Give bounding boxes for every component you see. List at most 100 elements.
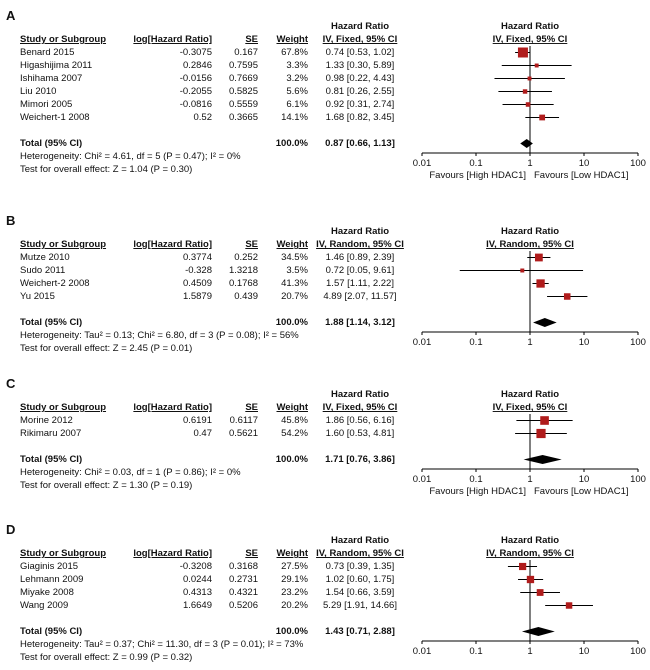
study-ci: 1.60 [0.53, 4.81]	[325, 428, 395, 439]
study-row: Rikimaru 2007 0.47 0.5621 54.2% 1.60 [0.53, …	[20, 427, 412, 440]
overall-effect-note: Test for overall effect: Z = 1.30 (P = 0…	[20, 480, 193, 491]
study-log-hr: -0.328	[185, 265, 212, 276]
spacer-row	[20, 124, 412, 137]
study-weight: 34.5%	[281, 252, 308, 263]
study-log-hr: -0.0156	[179, 73, 212, 84]
study-log-hr: 1.5879	[182, 291, 212, 302]
study-name: Wang 2009	[20, 600, 69, 611]
study-ci: 1.46 [0.89, 2.39]	[325, 252, 395, 263]
header-spacer	[212, 225, 258, 238]
total-diamond	[523, 455, 562, 464]
effect-label: Hazard Ratio	[330, 389, 390, 400]
effect-label: Hazard Ratio	[330, 535, 390, 546]
x-axis-tick-label: 100	[630, 158, 646, 169]
study-log-hr: 0.6191	[182, 415, 212, 426]
column-header-label: IV, Random, 95% CI	[316, 239, 404, 250]
x-axis-tick-label: 1	[527, 646, 532, 657]
column-header-label: Study or Subgroup	[20, 34, 107, 45]
total-spacer	[212, 453, 258, 466]
study-log-hr: 0.52	[193, 112, 213, 123]
study-name: Morine 2012	[20, 415, 73, 426]
favours-left-label: Favours [High HDAC1]	[429, 170, 526, 181]
column-header: log[Hazard Ratio]	[126, 33, 212, 46]
header-spacer	[212, 20, 258, 33]
study-name: Lehmann 2009	[20, 574, 84, 585]
study-ci: 0.74 [0.53, 1.02]	[325, 47, 395, 58]
column-header: IV, Fixed, 95% CI	[308, 33, 412, 46]
study-name: Benard 2015	[20, 47, 75, 58]
study-name: Liu 2010	[20, 86, 57, 97]
column-header-label: Weight	[276, 548, 309, 559]
column-header-label: SE	[245, 402, 258, 413]
study-log-hr: 0.4313	[182, 587, 212, 598]
table-header-columns-row: Study or Subgroup log[Hazard Ratio] SE Weig…	[20, 238, 412, 251]
spacer-row	[20, 303, 412, 316]
column-header: SE	[212, 238, 258, 251]
heterogeneity-note: Heterogeneity: Chi² = 4.61, df = 5 (P = …	[20, 151, 241, 162]
effect-marker	[536, 428, 546, 439]
effect-marker	[526, 575, 535, 584]
study-log-hr: 0.2846	[182, 60, 212, 71]
study-name: Rikimaru 2007	[20, 428, 82, 439]
plot-model-label: IV, Fixed, 95% CI	[493, 402, 568, 413]
study-weight: 3.3%	[286, 60, 308, 71]
plot-model-label: IV, Random, 95% CI	[486, 239, 574, 250]
study-ci: 1.86 [0.56, 6.16]	[325, 415, 395, 426]
study-se: 0.1768	[228, 278, 258, 289]
x-axis-tick-label: 10	[579, 337, 590, 348]
total-weight: 100.0%	[275, 626, 308, 637]
study-row: Mimori 2005 -0.0816 0.5559 6.1% 0.92 [0.31, …	[20, 98, 412, 111]
effect-marker	[522, 89, 528, 94]
study-se: 0.2731	[228, 574, 258, 585]
x-axis-tick-label: 0.01	[413, 337, 432, 348]
total-spacer	[126, 137, 212, 150]
study-row: Yu 2015 1.5879 0.439 20.7% 4.89 [2.07, 11.57…	[20, 290, 412, 303]
header-spacer	[212, 388, 258, 401]
table-header-effect-row: Hazard Ratio	[20, 388, 412, 401]
study-weight: 41.3%	[281, 278, 308, 289]
study-row: Higashijima 2011 0.2846 0.7595 3.3% 1.33 [0.…	[20, 59, 412, 72]
column-header-label: SE	[245, 34, 258, 45]
effect-marker	[563, 293, 571, 300]
total-spacer	[126, 316, 212, 329]
column-header: Study or Subgroup	[20, 401, 126, 414]
header-spacer	[126, 388, 212, 401]
study-se: 0.5559	[228, 99, 258, 110]
study-name: Weichert-2 2008	[20, 278, 90, 289]
x-axis-tick-label: 0.01	[413, 474, 432, 485]
x-axis-tick-label: 10	[579, 474, 590, 485]
spacer-row	[20, 440, 412, 453]
column-header: log[Hazard Ratio]	[126, 238, 212, 251]
total-diamond	[521, 627, 555, 636]
study-ci: 0.92 [0.31, 2.74]	[325, 99, 395, 110]
study-row: Weichert-2 2008 0.4509 0.1768 41.3% 1.57 [1.…	[20, 277, 412, 290]
x-axis-tick-label: 0.1	[469, 337, 482, 348]
header-spacer	[20, 225, 126, 238]
study-row: Liu 2010 -0.2055 0.5825 5.6% 0.81 [0.26, 2.5…	[20, 85, 412, 98]
total-weight: 100.0%	[275, 317, 308, 328]
x-axis-tick-label: 1	[527, 158, 532, 169]
study-row: Sudo 2011 -0.328 1.3218 3.5% 0.72 [0.05, 9.6…	[20, 264, 412, 277]
study-log-hr: -0.2055	[179, 86, 212, 97]
study-name: Yu 2015	[20, 291, 55, 302]
study-name: Miyake 2008	[20, 587, 74, 598]
heterogeneity-note: Heterogeneity: Tau² = 0.13; Chi² = 6.80,…	[20, 330, 299, 341]
study-ci: 0.72 [0.05, 9.61]	[325, 265, 395, 276]
column-header: Study or Subgroup	[20, 238, 126, 251]
total-row: Total (95% CI) 100.0% 0.87 [0.66, 1.13]	[20, 137, 412, 150]
header-spacer	[258, 534, 308, 547]
column-header-label: log[Hazard Ratio]	[133, 402, 212, 413]
study-weight: 54.2%	[281, 428, 308, 439]
x-axis-tick-label: 0.1	[469, 158, 482, 169]
header-spacer	[258, 225, 308, 238]
study-ci: 1.68 [0.82, 3.45]	[325, 112, 395, 123]
forest-plot-B: Hazard Ratio IV, Random, 95% CI 0.01 0.1 1 10…	[413, 226, 646, 348]
study-se: 0.5621	[228, 428, 258, 439]
table-header-effect-row: Hazard Ratio	[20, 225, 412, 238]
total-weight: 100.0%	[275, 138, 308, 149]
study-row: Wang 2009 1.6649 0.5206 20.2% 5.29 [1.91, 14…	[20, 599, 412, 612]
total-label: Total (95% CI)	[20, 454, 83, 465]
total-diamond	[520, 139, 533, 148]
study-weight: 45.8%	[281, 415, 308, 426]
column-header: Weight	[258, 238, 309, 251]
